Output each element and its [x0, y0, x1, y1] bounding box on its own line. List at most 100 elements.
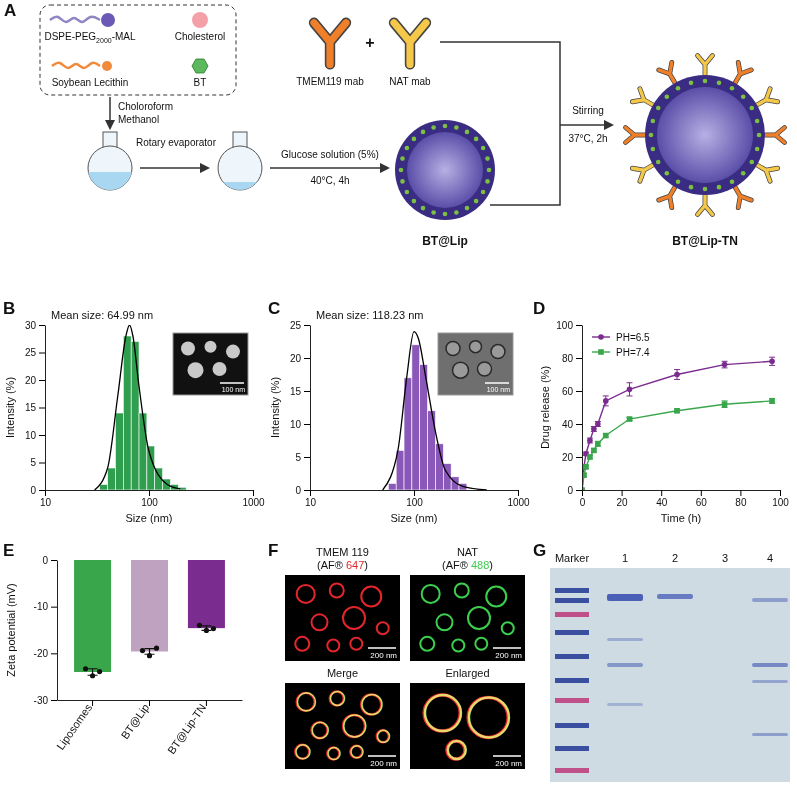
y-tick: 0	[567, 485, 582, 496]
product-label: BT@Lip-TN	[672, 234, 738, 248]
plot-marks	[74, 560, 225, 678]
x-axis: 101001000	[305, 490, 530, 508]
figure: ADSPE-PEG2000-MALCholesterolSoybean Leci…	[0, 0, 797, 789]
drug-dot	[676, 86, 681, 91]
y-tick: 60	[562, 386, 582, 397]
marker	[603, 398, 609, 404]
ladder-band	[555, 678, 589, 683]
data-point	[154, 646, 159, 651]
x-axis-line	[583, 490, 781, 491]
y-axis-line	[45, 326, 46, 491]
marker	[587, 438, 593, 444]
panel-letter: F	[268, 541, 278, 560]
series-line	[582, 361, 772, 490]
lane-label: Marker	[555, 552, 590, 564]
y-tick: 5	[295, 452, 310, 463]
x-tick-label: 1000	[507, 497, 530, 508]
drug-dot	[400, 156, 405, 161]
y-tick-mark	[39, 408, 45, 409]
antibody-outline	[314, 23, 346, 65]
fit-curve	[95, 325, 181, 490]
plot-marks	[95, 325, 187, 490]
x-tick: 1000	[242, 490, 265, 508]
y-tick-label: -10	[34, 601, 49, 612]
error-bar	[722, 401, 728, 408]
drug-dot	[676, 179, 681, 184]
inset-particle	[478, 362, 492, 376]
x-tick-mark	[253, 490, 254, 496]
data-point	[147, 653, 152, 658]
y-tick-mark	[39, 490, 45, 491]
bar	[188, 560, 225, 628]
marker	[674, 408, 680, 414]
image-title: Merge	[327, 667, 358, 679]
antibody	[698, 195, 713, 215]
vesicle-ring	[297, 585, 315, 603]
drug-dot	[412, 137, 417, 142]
drug-dot	[400, 179, 405, 184]
histogram-bar	[108, 468, 116, 490]
x-tick-label: 80	[735, 497, 747, 508]
y-tick-mark	[304, 490, 310, 491]
micrograph	[410, 683, 525, 769]
x-tick-label: 100	[772, 497, 789, 508]
antibody-shape	[765, 128, 785, 143]
y-tick-label: 30	[25, 320, 37, 331]
x-tick-mark	[518, 490, 519, 496]
vesicle-ring	[422, 585, 440, 603]
error-bar	[595, 441, 601, 446]
text-part: )	[364, 559, 368, 571]
histogram-bar	[396, 450, 404, 490]
vesicle-ring	[331, 691, 345, 705]
marker	[595, 441, 601, 447]
drug-dot	[665, 95, 670, 100]
drug-dot	[481, 146, 486, 151]
y-tick-label: 25	[25, 347, 37, 358]
gel-panel: GMarker1234	[533, 541, 790, 782]
y-tick: 10	[290, 419, 310, 430]
arrow	[140, 167, 208, 169]
inset-particle	[205, 341, 217, 353]
ladder-band	[555, 630, 589, 635]
antibody	[394, 23, 426, 65]
data-point	[97, 669, 102, 674]
x-tick-mark	[149, 490, 150, 496]
marker	[674, 372, 680, 378]
vesicle-ring	[475, 638, 487, 650]
lane-label: 2	[672, 552, 678, 564]
marker	[591, 426, 597, 432]
y-axis-line	[582, 326, 583, 491]
drug-dot	[656, 106, 661, 111]
panel-letter: B	[3, 299, 15, 318]
error-bar	[595, 422, 601, 427]
drug-dot	[703, 187, 708, 192]
drug-dot	[749, 106, 754, 111]
panel-letter: D	[533, 299, 545, 318]
drug-dot	[749, 160, 754, 165]
drug-dot	[405, 146, 410, 151]
vesicle-ring	[469, 697, 509, 737]
drug-dot	[730, 86, 735, 91]
inset-particle	[446, 342, 460, 356]
liposome-core	[657, 87, 753, 183]
arrow	[109, 97, 111, 128]
y-tick-mark	[576, 424, 582, 425]
drug-dot	[421, 130, 426, 135]
arrow	[270, 167, 388, 169]
error-bar	[603, 396, 609, 406]
x-tick-label: 10	[40, 497, 52, 508]
y-axis-title: Zeta potential (mV)	[5, 583, 17, 677]
image-panel: FTMEM 119(AF® 647)200 nmNAT(AF® 488)200 …	[268, 541, 525, 769]
y-tick: 80	[562, 353, 582, 364]
scale-bar-label: 100 nm	[222, 386, 246, 393]
panel-letter: C	[268, 299, 280, 318]
vesicle-ring	[312, 614, 328, 630]
marker	[595, 421, 601, 427]
x-tick-label: 10	[305, 497, 317, 508]
panel-letter: G	[533, 541, 546, 560]
vesicle-ring	[312, 722, 328, 738]
component-box	[40, 5, 236, 95]
antibody-shape	[698, 195, 713, 215]
drug-dot	[474, 199, 479, 204]
y-tick-label: 100	[556, 320, 573, 331]
